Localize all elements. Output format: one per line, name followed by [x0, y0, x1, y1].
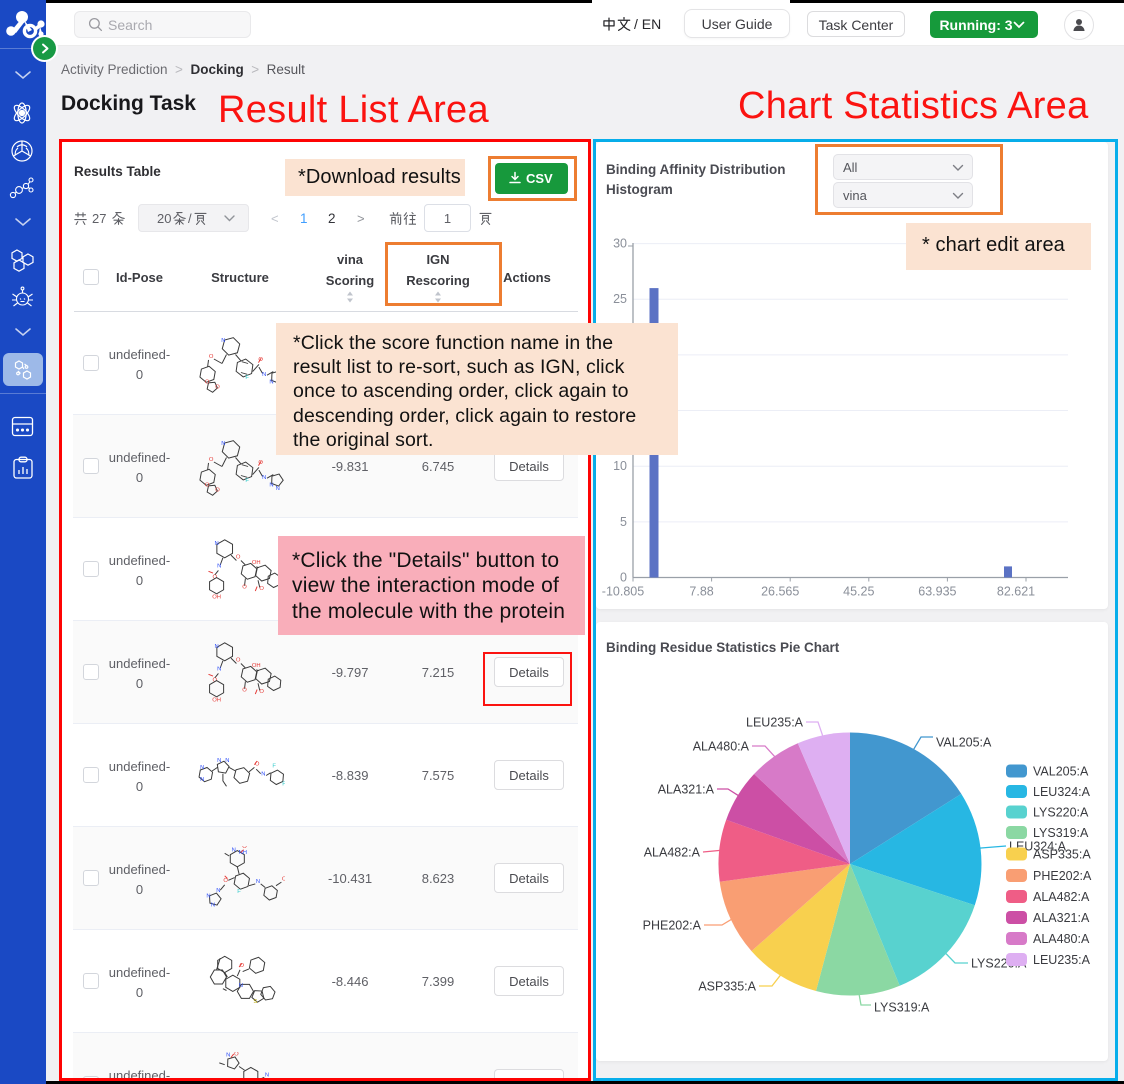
svg-text:N: N [200, 765, 204, 771]
svg-text:VAL205:A: VAL205:A [1033, 765, 1089, 779]
svg-text:F: F [237, 889, 241, 895]
svg-text:10: 10 [613, 459, 627, 473]
svg-text:O: O [205, 482, 210, 488]
svg-text:N: N [262, 475, 266, 481]
svg-text:O: O [209, 457, 214, 463]
svg-text:F: F [272, 763, 276, 769]
svg-text:N: N [200, 777, 204, 783]
svg-text:63.935: 63.935 [918, 585, 956, 599]
svg-text:ALA482:A: ALA482:A [644, 846, 701, 860]
svg-text:30: 30 [613, 237, 627, 251]
svg-text:O: O [242, 846, 247, 850]
svg-text:S: S [253, 999, 257, 1005]
svg-text:ALA321:A: ALA321:A [1033, 911, 1090, 925]
svg-text:LEU235:A: LEU235:A [746, 716, 804, 730]
svg-text:O: O [240, 963, 245, 969]
svg-text:F: F [282, 781, 285, 787]
svg-text:ALA482:A: ALA482:A [1033, 890, 1090, 904]
svg-text:O: O [236, 658, 241, 664]
svg-text:OH: OH [212, 594, 221, 600]
svg-text:PHE202:A: PHE202:A [643, 919, 702, 933]
svg-text:-10.805: -10.805 [602, 585, 644, 599]
svg-text:N: N [262, 372, 266, 378]
svg-text:N: N [217, 758, 221, 764]
svg-text:N: N [214, 644, 218, 650]
svg-text:N: N [256, 879, 260, 885]
svg-text:7.88: 7.88 [689, 585, 713, 599]
svg-text:N: N [211, 902, 215, 908]
svg-text:26.565: 26.565 [761, 585, 799, 599]
svg-text:45.25: 45.25 [843, 585, 874, 599]
svg-text:N: N [276, 486, 280, 492]
svg-text:O: O [213, 575, 218, 581]
svg-text:PHE202:A: PHE202:A [1033, 869, 1092, 883]
svg-text:OH: OH [252, 663, 261, 669]
svg-text:LEU324:A: LEU324:A [1033, 785, 1091, 799]
svg-text:N: N [225, 758, 229, 764]
svg-text:LYS319:A: LYS319:A [1033, 826, 1089, 840]
svg-text:ASP335:A: ASP335:A [1033, 848, 1091, 862]
svg-text:O: O [258, 357, 263, 363]
svg-text:5: 5 [620, 515, 627, 529]
svg-text:LYS220:A: LYS220:A [1033, 806, 1089, 820]
svg-text:O: O [282, 876, 285, 882]
svg-text:25: 25 [613, 292, 627, 306]
svg-text:N: N [261, 772, 265, 778]
svg-text:O: O [242, 687, 247, 693]
svg-text:O: O [236, 555, 241, 561]
svg-text:ASP335:A: ASP335:A [698, 980, 756, 994]
svg-text:VAL205:A: VAL205:A [936, 736, 992, 750]
svg-text:0: 0 [620, 571, 627, 585]
svg-text:O: O [209, 354, 214, 360]
svg-text:N: N [216, 888, 220, 894]
svg-text:O: O [205, 379, 210, 385]
svg-text:N: N [206, 893, 210, 899]
svg-text:N: N [269, 482, 273, 488]
svg-text:N: N [221, 441, 225, 447]
svg-text:LYS319:A: LYS319:A [874, 1001, 930, 1015]
svg-text:F: F [245, 478, 249, 484]
svg-text:N: N [221, 338, 225, 344]
svg-text:OH: OH [252, 560, 261, 566]
svg-text:F: F [245, 375, 249, 381]
svg-text:ALA480:A: ALA480:A [1033, 932, 1090, 946]
svg-text:NH: NH [238, 850, 246, 856]
svg-text:LEU235:A: LEU235:A [1033, 953, 1091, 967]
svg-text:ALA480:A: ALA480:A [693, 740, 750, 754]
svg-text:N: N [217, 564, 221, 570]
svg-text:OH: OH [212, 697, 221, 703]
svg-text:82.621: 82.621 [997, 585, 1035, 599]
svg-text:N: N [217, 667, 221, 673]
svg-text:N: N [232, 848, 236, 854]
svg-text:O: O [259, 689, 264, 695]
svg-text:O: O [259, 586, 264, 592]
svg-text:N: N [239, 983, 243, 989]
svg-text:ALA321:A: ALA321:A [658, 783, 715, 797]
svg-text:N: N [226, 1053, 230, 1059]
svg-text:O: O [258, 460, 263, 466]
svg-text:O: O [255, 762, 260, 768]
svg-text:O: O [215, 488, 220, 494]
svg-text:O: O [223, 878, 228, 884]
svg-text:O: O [215, 385, 220, 391]
svg-text:N: N [269, 379, 273, 385]
svg-text:N: N [265, 1072, 269, 1078]
svg-text:N: N [214, 541, 218, 547]
svg-text:O: O [242, 584, 247, 590]
svg-text:O: O [213, 678, 218, 684]
svg-text:O: O [234, 1052, 239, 1058]
